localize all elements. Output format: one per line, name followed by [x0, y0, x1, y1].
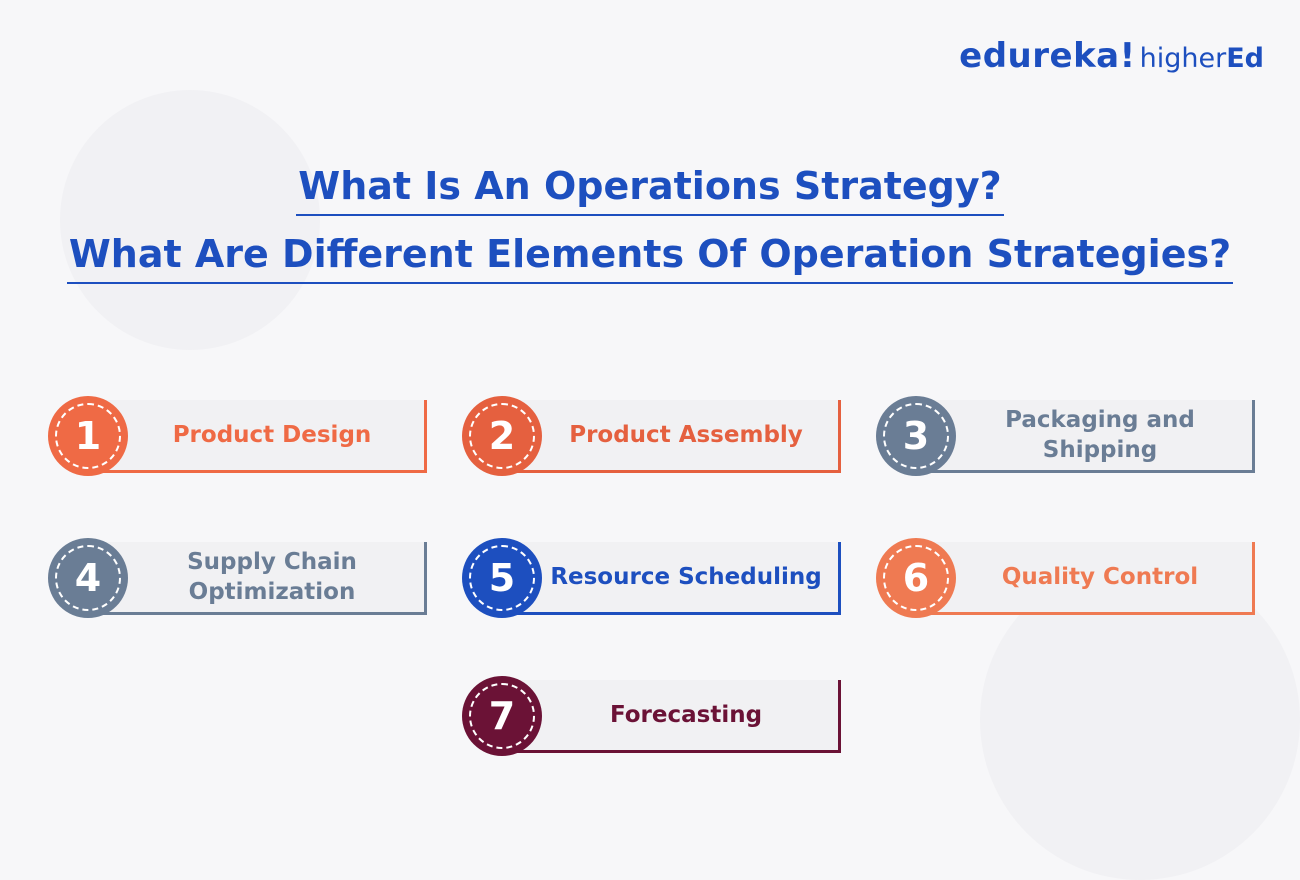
element-card: Supply Chain Optimization	[90, 542, 427, 615]
number-label: 7	[488, 694, 516, 738]
element-card: Product Assembly	[504, 400, 841, 473]
logo-main-text: edureka!	[959, 36, 1136, 76]
element-item-6: Quality Control 6	[876, 538, 1255, 618]
element-item-1: Product Design 1	[48, 396, 427, 476]
number-badge: 2	[462, 396, 542, 476]
logo-sub-b: Ed	[1226, 43, 1264, 74]
element-item-2: Product Assembly 2	[462, 396, 841, 476]
element-item-5: Resource Scheduling 5	[462, 538, 841, 618]
element-card: Resource Scheduling	[504, 542, 841, 615]
background-shape	[60, 90, 320, 350]
element-card: Product Design	[90, 400, 427, 473]
element-label: Quality Control	[1001, 564, 1199, 590]
title-line-2: What Are Different Elements Of Operation…	[66, 228, 1234, 284]
number-label: 5	[488, 556, 516, 600]
page-title: What Is An Operations Strategy? What Are…	[0, 160, 1300, 296]
logo-sub-a: higher	[1139, 43, 1227, 74]
element-item-3: Packaging and Shipping 3	[876, 396, 1255, 476]
number-label: 1	[74, 414, 102, 458]
number-badge: 5	[462, 538, 542, 618]
title-line-1: What Is An Operations Strategy?	[296, 160, 1004, 216]
element-label: Product Design	[172, 422, 372, 448]
element-label: Product Assembly	[569, 422, 803, 448]
element-label: Resource Scheduling	[550, 564, 822, 590]
number-badge: 7	[462, 676, 542, 756]
number-label: 4	[74, 556, 102, 600]
dashed-ring	[883, 545, 949, 611]
element-label: Packaging and Shipping	[1005, 407, 1195, 463]
element-item-7: Forecasting 7	[462, 676, 841, 756]
element-card: Forecasting	[504, 680, 841, 753]
brand-logo: edureka! higherEd	[959, 36, 1264, 76]
element-label: Supply Chain Optimization	[187, 549, 357, 605]
number-label: 2	[488, 414, 516, 458]
number-badge: 1	[48, 396, 128, 476]
number-label: 3	[902, 414, 930, 458]
element-card: Quality Control	[918, 542, 1255, 615]
number-badge: 6	[876, 538, 956, 618]
element-label: Forecasting	[609, 702, 763, 728]
logo-sub-text: higherEd	[1140, 43, 1264, 74]
number-badge: 3	[876, 396, 956, 476]
dashed-ring	[469, 403, 535, 469]
dashed-ring	[469, 683, 535, 749]
dashed-ring	[55, 545, 121, 611]
element-item-4: Supply Chain Optimization 4	[48, 538, 427, 618]
number-label: 6	[902, 556, 930, 600]
element-card: Packaging and Shipping	[918, 400, 1255, 473]
dashed-ring	[469, 545, 535, 611]
number-badge: 4	[48, 538, 128, 618]
dashed-ring	[55, 403, 121, 469]
dashed-ring	[883, 403, 949, 469]
